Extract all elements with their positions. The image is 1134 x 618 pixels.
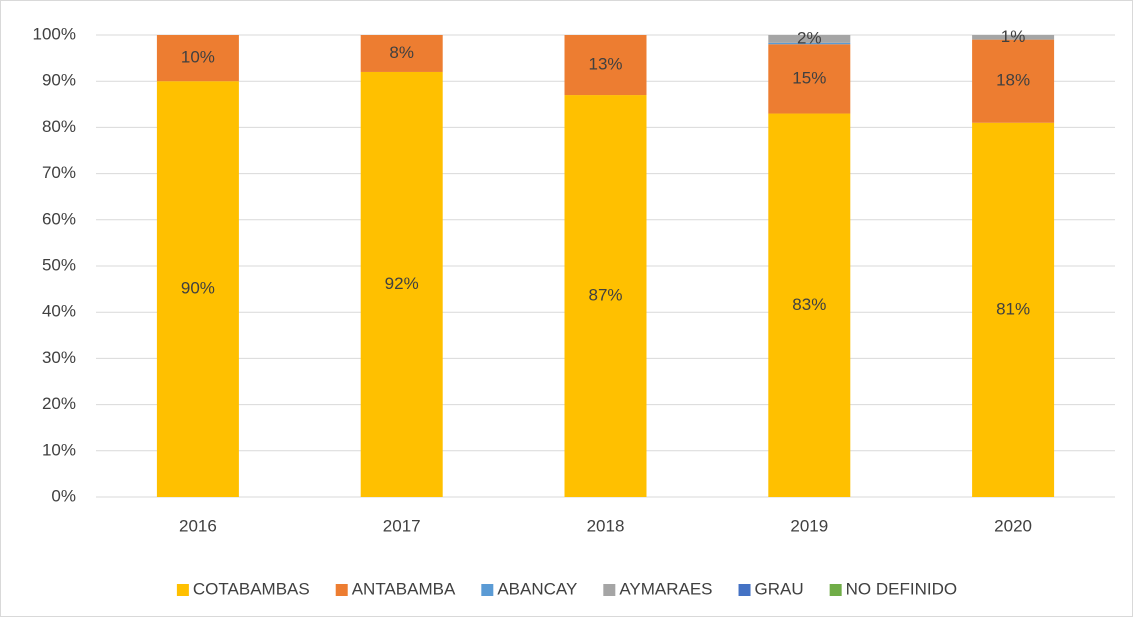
legend-swatch: [335, 584, 348, 596]
bar-segment: [972, 122, 1055, 497]
bar-segment: [972, 39, 1055, 123]
y-tick-label: 10%: [42, 440, 76, 459]
y-tick-label: 0%: [51, 486, 76, 505]
bar-segment: [156, 35, 239, 82]
y-tick-label: 30%: [42, 348, 76, 367]
y-tick-label: 40%: [42, 302, 76, 321]
legend-label: AYMARAES: [619, 579, 712, 598]
legend-label: NO DEFINIDO: [846, 579, 957, 598]
legend-swatch: [481, 584, 494, 596]
bar-segment: [972, 35, 1055, 40]
bar-segment: [360, 71, 443, 498]
x-tick-label: 2018: [587, 516, 625, 535]
data-label: 8%: [389, 43, 414, 62]
bar-segment: [768, 35, 851, 43]
data-label: 81%: [996, 299, 1030, 318]
y-tick-label: 70%: [42, 163, 76, 182]
y-tick-label: 60%: [42, 209, 76, 228]
data-label: 15%: [792, 68, 826, 87]
bar-segment: [768, 42, 851, 45]
y-tick-label: 20%: [42, 394, 76, 413]
legend-label: ANTABAMBA: [352, 579, 456, 598]
x-tick-label: 2017: [383, 516, 421, 535]
x-tick-label: 2020: [994, 516, 1032, 535]
legend-swatch: [603, 584, 616, 596]
data-label: 2%: [797, 28, 822, 47]
bar-segment: [564, 35, 647, 96]
legend-swatch: [176, 584, 189, 596]
y-tick-label: 100%: [33, 24, 76, 43]
legend-swatch: [738, 584, 751, 596]
data-label: 90%: [181, 279, 215, 298]
bar-segment: [768, 113, 851, 497]
data-label: 10%: [181, 48, 215, 67]
x-tick-label: 2016: [179, 516, 217, 535]
y-tick-label: 50%: [42, 255, 76, 274]
y-tick-label: 90%: [42, 71, 76, 90]
data-label: 87%: [588, 286, 622, 305]
data-label: 18%: [996, 71, 1030, 90]
y-tick-label: 80%: [42, 117, 76, 136]
legend-swatch: [829, 584, 842, 596]
data-label: 1%: [1001, 27, 1026, 46]
legend-label: ABANCAY: [497, 579, 577, 598]
bar-segment: [564, 95, 647, 497]
data-label: 83%: [792, 295, 826, 314]
bar-segment: [768, 44, 851, 114]
bar-segment: [360, 35, 443, 72]
x-tick-label: 2019: [790, 516, 828, 535]
data-label: 13%: [588, 55, 622, 74]
legend-label: GRAU: [755, 579, 804, 598]
data-label: 92%: [385, 274, 419, 293]
legend-label: COTABAMBAS: [193, 579, 310, 598]
bar-segment: [156, 81, 239, 497]
